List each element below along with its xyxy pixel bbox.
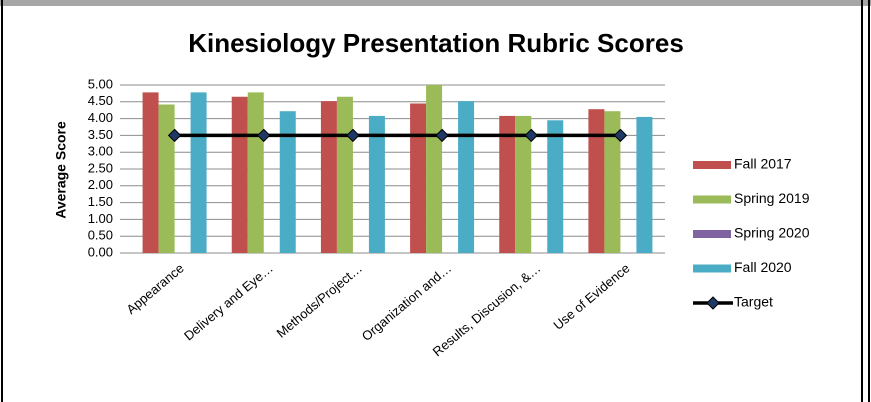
bar	[320, 101, 337, 254]
y-tick-label: 1.50	[88, 194, 113, 209]
y-tick-label: 3.50	[88, 127, 113, 142]
bar	[636, 116, 653, 253]
bar	[426, 85, 443, 253]
target-marker	[613, 128, 628, 143]
bar	[368, 115, 385, 253]
x-tick-label: Appearance	[123, 260, 186, 317]
bar	[190, 92, 207, 253]
legend-label: Spring 2020	[734, 225, 810, 241]
target-marker	[257, 128, 271, 143]
chart-title: Kinesiology Presentation Rubric Scores	[188, 28, 684, 58]
bar	[279, 111, 296, 253]
x-tick-label: Delivery and Eye…	[181, 260, 276, 343]
target-marker	[167, 128, 182, 143]
y-tick-label: 1.00	[88, 211, 113, 226]
bar	[458, 101, 475, 254]
legend-label: Fall 2020	[734, 259, 792, 275]
y-tick-label: 4.00	[88, 110, 113, 125]
x-tick-label: Organization and…	[359, 260, 454, 343]
bar	[604, 111, 621, 253]
y-tick-label: 2.00	[88, 177, 113, 192]
y-tick-label: 3.00	[88, 144, 113, 159]
legend-swatch	[693, 264, 731, 273]
legend-swatch	[693, 195, 731, 204]
bar	[158, 104, 175, 253]
legend-marker	[706, 296, 720, 310]
top-band	[0, 0, 871, 6]
y-tick-label: 4.50	[88, 93, 113, 108]
legend-swatch	[693, 161, 731, 169]
bar	[547, 120, 564, 253]
legend-label: Fall 2017	[734, 156, 792, 172]
bar	[247, 92, 264, 253]
legend-label: Target	[734, 294, 773, 310]
bar	[588, 109, 605, 253]
x-tick-label: Use of Evidence	[550, 260, 632, 332]
target-marker	[524, 128, 538, 143]
bar	[336, 96, 353, 253]
bar	[231, 96, 248, 253]
legend: Fall 2017 Spring 2019 Spring 2020 Fall 2020…	[693, 156, 810, 310]
bar	[142, 92, 159, 253]
bar	[410, 103, 427, 253]
y-tick-label: 0.50	[88, 228, 113, 243]
y-tick-label: 0.00	[88, 244, 113, 259]
y-tick-label: 2.50	[88, 160, 113, 175]
legend-label: Spring 2019	[734, 190, 810, 206]
x-tick-label: Methods/Project…	[273, 260, 365, 340]
target-marker	[346, 128, 360, 143]
y-tick-label: 5.00	[88, 76, 113, 91]
bar	[515, 115, 532, 253]
y-axis-title: Average Score	[53, 121, 69, 219]
legend-swatch	[693, 230, 731, 238]
target-marker	[435, 128, 449, 143]
bar	[499, 115, 516, 253]
